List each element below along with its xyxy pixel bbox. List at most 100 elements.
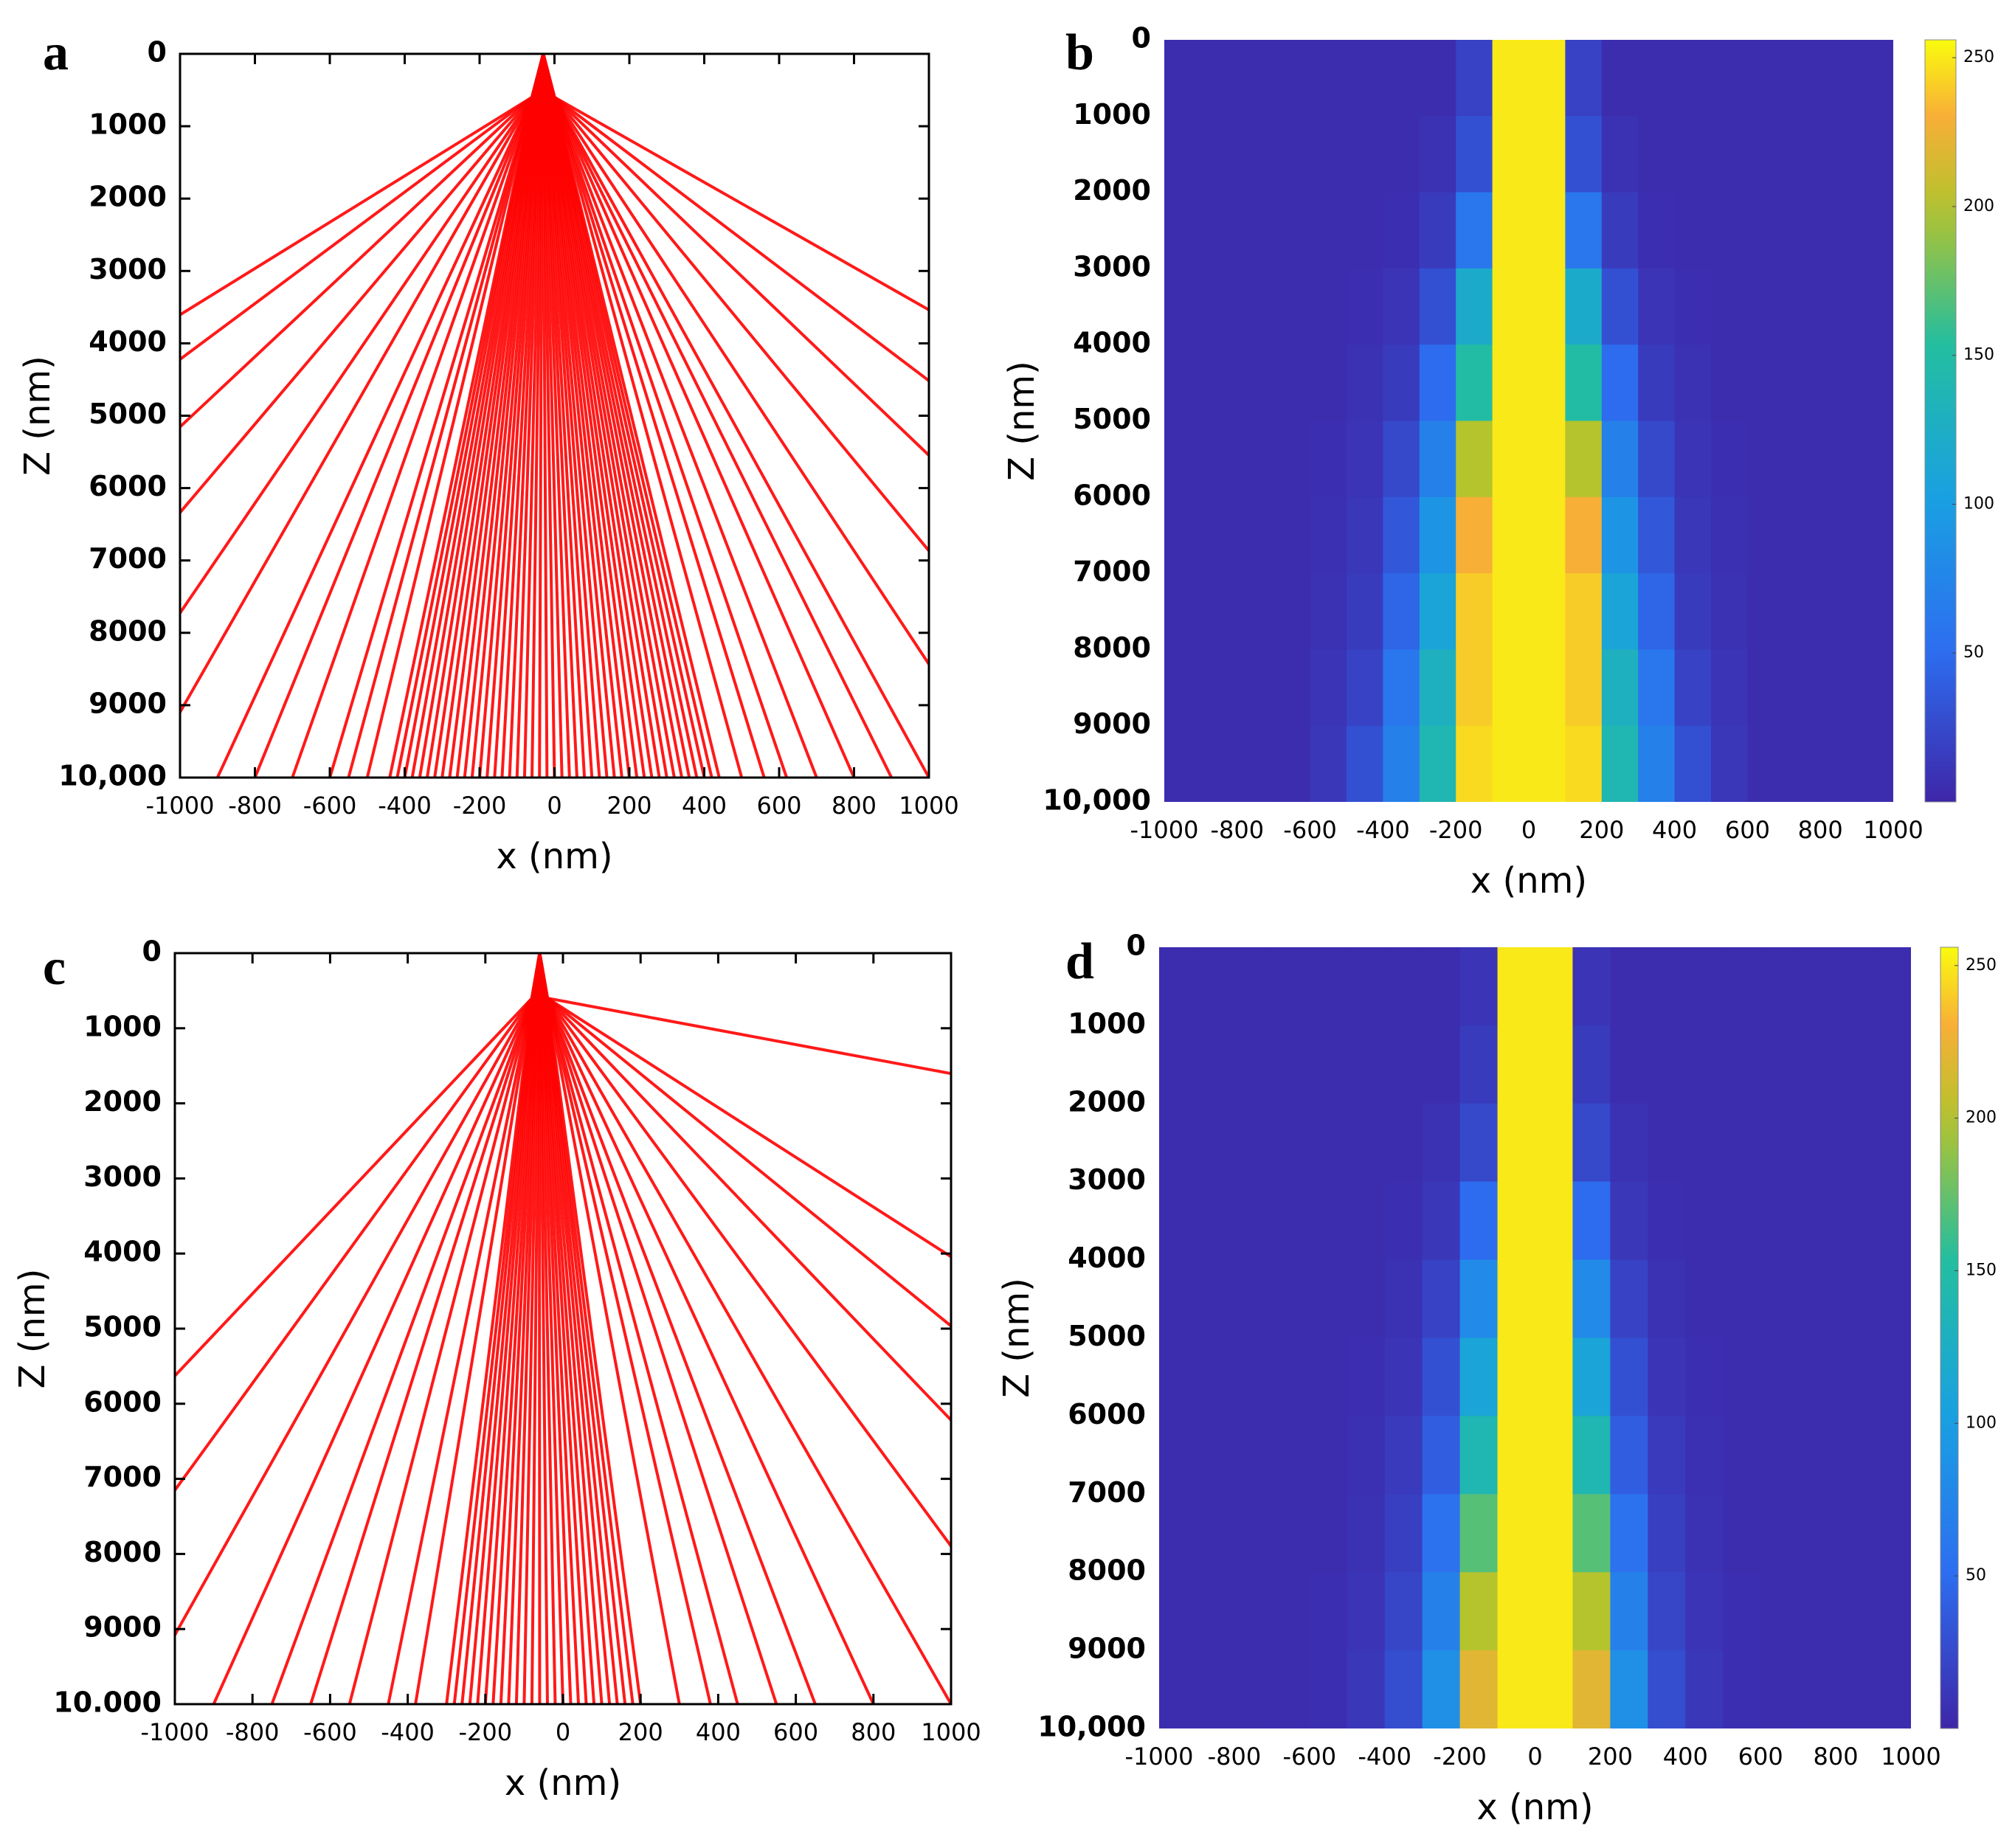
heat-cell <box>1347 421 1383 498</box>
heat-cell <box>1836 1103 1874 1183</box>
heat-cell <box>1638 116 1676 193</box>
heat-cell <box>1610 1416 1648 1495</box>
heat-cell <box>1685 1025 1724 1104</box>
heat-cell <box>1711 345 1748 421</box>
x-tick-label: -800 <box>1208 1743 1262 1771</box>
heat-cell <box>1535 1103 1573 1183</box>
heat-cell <box>1384 1494 1423 1573</box>
heat-cell <box>1856 421 1893 498</box>
heat-cell <box>1638 40 1676 117</box>
heat-cell <box>1711 649 1748 727</box>
x-tick-label: -800 <box>228 792 282 820</box>
heat-cell <box>1419 268 1456 345</box>
heat-cell <box>1572 947 1611 1026</box>
heat-cell <box>1164 40 1201 117</box>
x-tick-label: 400 <box>696 1718 741 1746</box>
heat-cell <box>1565 345 1603 421</box>
heat-cell <box>1820 345 1858 421</box>
x-tick-label: -600 <box>303 792 357 820</box>
heat-cell <box>1347 116 1383 193</box>
heat-cell <box>1164 345 1201 421</box>
heat-cell <box>1456 421 1493 498</box>
heat-cell <box>1237 421 1274 498</box>
heat-cell <box>1685 1181 1724 1261</box>
heat-cell <box>1820 496 1858 574</box>
heat-cell <box>1234 1337 1273 1416</box>
heat-cell <box>1529 649 1566 727</box>
colorbar-tick-label: 150 <box>1966 1261 1997 1279</box>
heat-cell <box>1459 1259 1499 1338</box>
x-tick-label: 600 <box>1738 1743 1783 1771</box>
y-tick-label: 4000 <box>83 1236 162 1268</box>
heat-cell <box>1347 40 1383 117</box>
heat-cell <box>1492 268 1530 345</box>
heat-cell <box>1456 725 1493 802</box>
heat-cell <box>1196 1259 1235 1338</box>
heat-cell <box>1601 268 1639 345</box>
heat-cell <box>1310 345 1347 421</box>
heat-cell <box>1419 573 1456 650</box>
heat-cell <box>1309 1494 1348 1573</box>
x-tick-label: -400 <box>1358 1743 1411 1771</box>
heat-cell <box>1310 116 1347 193</box>
heat-cell <box>1383 192 1420 269</box>
x-tick-label: -600 <box>1283 816 1337 844</box>
heat-cell <box>1159 1494 1197 1573</box>
heat-cell <box>1685 1416 1724 1495</box>
heat-cell <box>1200 192 1238 269</box>
x-tick-label: -200 <box>1433 1743 1487 1771</box>
trajectory <box>538 953 951 1076</box>
x-tick-label: 800 <box>1798 816 1843 844</box>
x-tick-label: -1000 <box>1125 1743 1194 1771</box>
y-axis-label: Z (nm) <box>12 1269 53 1389</box>
heat-cell <box>1383 496 1420 574</box>
heat-cell <box>1384 1416 1423 1495</box>
heat-cell <box>1820 573 1858 650</box>
heat-cell <box>1565 192 1603 269</box>
heat-cell <box>1384 1572 1423 1651</box>
heat-cell <box>1572 1494 1611 1573</box>
heat-cell <box>1783 649 1821 727</box>
heat-cell <box>1856 573 1893 650</box>
heat-cell <box>1310 421 1347 498</box>
heat-cell <box>1873 1025 1911 1104</box>
heat-cell <box>1601 496 1639 574</box>
heat-cell <box>1422 1494 1461 1573</box>
heat-cell <box>1422 1650 1461 1728</box>
heat-cell <box>1271 1572 1310 1651</box>
heat-cell <box>1783 40 1821 117</box>
heat-cell <box>1601 573 1639 650</box>
y-tick-label: 7000 <box>1073 556 1151 588</box>
trajectory <box>542 54 894 778</box>
heat-cell <box>1234 947 1273 1026</box>
heat-cell <box>1164 116 1201 193</box>
heat-cell <box>1159 1259 1197 1338</box>
heat-cell <box>1347 947 1386 1026</box>
heat-cell <box>1200 268 1238 345</box>
y-tick-label: 5000 <box>83 1311 162 1343</box>
heat-cell <box>1529 268 1566 345</box>
heat-cell <box>1347 192 1383 269</box>
heat-cell <box>1723 1337 1761 1416</box>
y-tick-label: 5000 <box>1068 1320 1146 1352</box>
heat-cell <box>1674 496 1712 574</box>
y-tick-label: 1000 <box>1073 98 1151 131</box>
trajectory <box>414 953 542 1704</box>
y-tick-label: 0 <box>148 36 167 69</box>
heat-cell <box>1497 1259 1535 1338</box>
heat-cell <box>1610 1572 1648 1651</box>
heat-cell <box>1820 116 1858 193</box>
heat-cell <box>1492 496 1530 574</box>
y-tick-label: 8000 <box>89 615 167 647</box>
heat-cell <box>1711 268 1748 345</box>
heat-cell <box>1497 1103 1535 1183</box>
heat-cell <box>1383 649 1420 727</box>
plot-area <box>180 54 929 778</box>
heat-cell <box>1459 1650 1499 1728</box>
heat-cell <box>1419 116 1456 193</box>
y-tick-label: 9000 <box>83 1611 162 1644</box>
heat-cell <box>1674 116 1712 193</box>
heat-cell <box>1783 725 1821 802</box>
heat-cell <box>1271 1025 1310 1104</box>
x-tick-label: -400 <box>381 1718 435 1746</box>
